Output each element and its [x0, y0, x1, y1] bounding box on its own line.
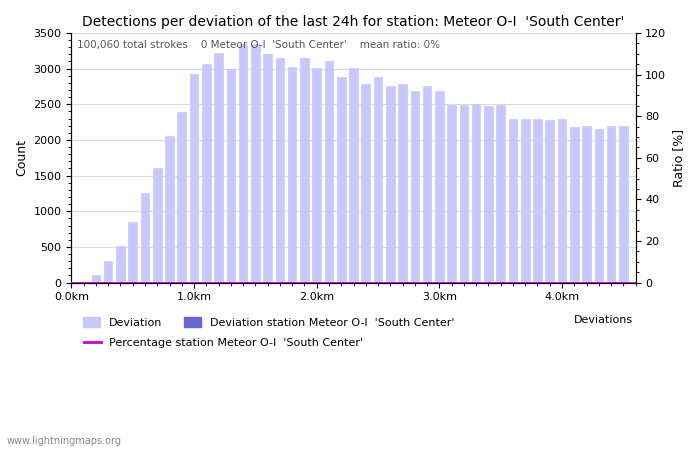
Bar [153, 168, 162, 283]
Bar [484, 106, 493, 283]
Bar [472, 104, 480, 283]
Bar [325, 62, 333, 283]
Bar [312, 68, 321, 283]
Bar [509, 118, 517, 283]
Y-axis label: Ratio [%]: Ratio [%] [672, 129, 685, 187]
Bar [141, 193, 149, 283]
Bar [214, 53, 223, 283]
Bar [128, 222, 137, 283]
Text: www.lightningmaps.org: www.lightningmaps.org [7, 436, 122, 446]
Bar [165, 135, 174, 283]
Bar [337, 77, 346, 283]
Bar [398, 84, 407, 283]
Bar [202, 64, 211, 283]
Bar [374, 77, 382, 283]
Legend: Percentage station Meteor O-I  'South Center': Percentage station Meteor O-I 'South Cen… [80, 333, 368, 352]
Bar [521, 118, 529, 283]
Bar [288, 67, 297, 283]
Bar [227, 68, 235, 283]
Bar [558, 118, 566, 283]
Bar [263, 54, 272, 283]
Bar [410, 91, 419, 283]
Bar [92, 275, 100, 283]
Bar [533, 118, 542, 283]
Bar [104, 261, 113, 283]
Bar [447, 105, 456, 283]
Bar [619, 126, 628, 283]
Bar [423, 86, 431, 283]
Bar [349, 68, 358, 283]
Text: Deviations: Deviations [574, 315, 633, 325]
Title: Detections per deviation of the last 24h for station: Meteor O-I  'South Center': Detections per deviation of the last 24h… [83, 15, 624, 29]
Bar [251, 44, 260, 283]
Bar [190, 74, 198, 283]
Bar [276, 58, 284, 283]
Y-axis label: Count: Count [15, 140, 28, 176]
Bar [435, 91, 444, 283]
Bar [594, 129, 603, 283]
Bar [361, 84, 370, 283]
Bar [545, 120, 554, 283]
Bar [386, 86, 395, 283]
Bar [582, 126, 591, 283]
Bar [239, 44, 247, 283]
Bar [178, 112, 186, 283]
Bar [607, 126, 615, 283]
Bar [300, 58, 309, 283]
Bar [460, 105, 468, 283]
Bar [116, 246, 125, 283]
Bar [570, 127, 579, 283]
Text: 100,060 total strokes    0 Meteor O-I  'South Center'    mean ratio: 0%: 100,060 total strokes 0 Meteor O-I 'Sout… [77, 40, 440, 50]
Bar [496, 105, 505, 283]
